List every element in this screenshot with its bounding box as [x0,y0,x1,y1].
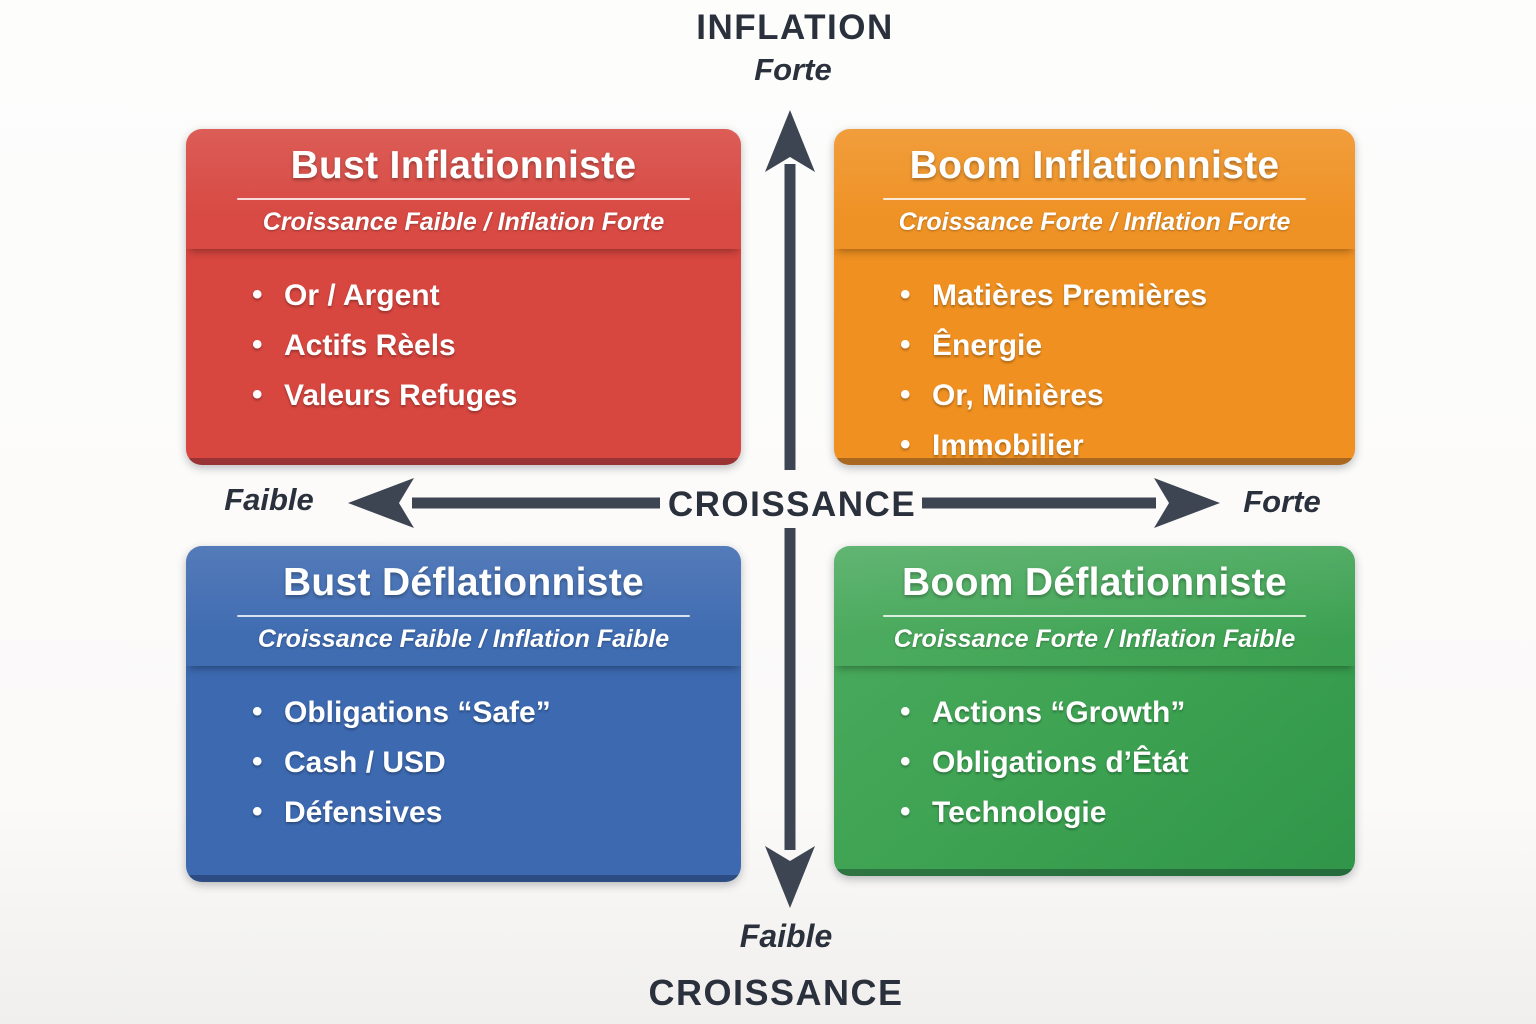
vertical-axis-top-title: INFLATION [696,8,894,47]
quadrant-item: Obligations d’Êtát [900,745,1345,780]
quadrant-header: Bust Déflationniste Croissance Faible / … [186,546,741,666]
vertical-arrow-line-top [784,164,796,470]
vertical-axis-bottom-level: Faible [739,918,833,954]
quadrant-subtitle: Croissance Faible / Inflation Faible [257,625,670,653]
quadrant-item: Technologie [900,795,1345,830]
quadrant-divider [236,198,691,200]
vertical-arrow-line-bottom [784,528,796,850]
quadrant-divider [882,198,1307,200]
vertical-axis-top-level: Forte [754,52,832,87]
quadrant-title: Bust Inflationniste [290,144,637,187]
quadrant-title: Boom Déflationniste [902,561,1287,604]
quadrant-card-bust-inflationniste: Bust Inflationniste Croissance Faible / … [186,129,741,465]
arrowhead-down-icon [765,846,815,908]
arrowhead-left-icon [348,478,414,528]
quadrant-item: Défensives [252,795,731,830]
quadrant-card-bust-deflationniste: Bust Déflationniste Croissance Faible / … [186,546,741,882]
quadrant-item: Matières Premières [900,278,1345,313]
quadrant-subtitle: Croissance Forte / Inflation Faible [893,625,1296,653]
quadrant-body: Matières Premières Ênergie Or, Minières Imm… [834,278,1355,463]
quadrant-divider [882,615,1307,617]
vertical-axis-bottom-title: CROISSANCE [648,972,904,1013]
quadrant-header: Boom Inflationniste Croissance Forte / I… [834,129,1355,249]
quadrant-item: Obligations “Safe” [252,695,731,730]
arrowhead-up-icon [765,110,815,172]
horizontal-axis-title: CROISSANCE [667,485,917,524]
quadrant-items: Or / Argent Actifs Rèels Valeurs Refuges [186,278,741,413]
quadrant-card-boom-inflationniste: Boom Inflationniste Croissance Forte / I… [834,129,1355,465]
quadrant-card-boom-deflationniste: Boom Déflationniste Croissance Forte / I… [834,546,1355,876]
quadrant-title: Boom Inflationniste [909,144,1280,187]
quadrant-item: Cash / USD [252,745,731,780]
quadrant-item: Actions “Growth” [900,695,1345,730]
quadrant-header: Bust Inflationniste Croissance Faible / … [186,129,741,249]
quadrant-subtitle: Croissance Faible / Inflation Forte [262,208,665,236]
quadrant-item: Ênergie [900,328,1345,363]
quadrant-item: Valeurs Refuges [252,378,731,413]
quadrant-body: Actions “Growth” Obligations d’Êtát Techno… [834,695,1355,830]
quadrant-items: Actions “Growth” Obligations d’Êtát Techno… [834,695,1355,830]
quadrant-item: Actifs Rèels [252,328,731,363]
quadrant-item: Or / Argent [252,278,731,313]
horizontal-axis-left-label: Faible [224,482,314,517]
quadrant-body: Or / Argent Actifs Rèels Valeurs Refuges [186,278,741,413]
quadrant-title: Bust Déflationniste [282,561,645,604]
quadrant-subtitle: Croissance Forte / Inflation Forte [898,208,1291,236]
arrowhead-right-icon [1154,478,1220,528]
quadrant-divider [236,615,691,617]
quadrant-items: Matières Premières Ênergie Or, Minières Imm… [834,278,1355,463]
horizontal-arrow-line-right [922,497,1156,509]
horizontal-arrow-line-left [412,497,660,509]
quadrant-item: Or, Minières [900,378,1345,413]
quadrant-items: Obligations “Safe” Cash / USD Défensives [186,695,741,830]
quadrant-body: Obligations “Safe” Cash / USD Défensives [186,695,741,830]
horizontal-axis-right-label: Forte [1243,484,1321,519]
quadrant-item: Immobilier [900,428,1345,463]
quadrant-header: Boom Déflationniste Croissance Forte / I… [834,546,1355,666]
